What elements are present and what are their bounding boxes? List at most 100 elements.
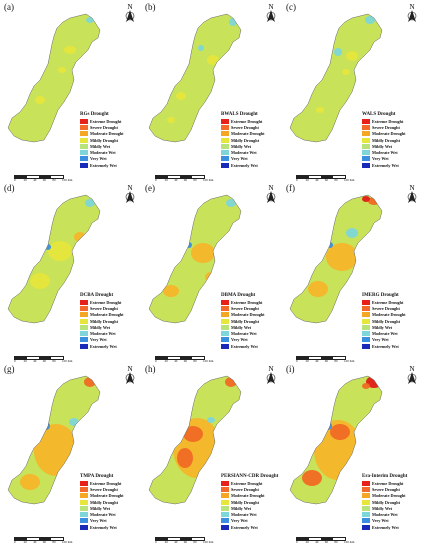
scale-tick-label: 0	[155, 540, 157, 544]
scale-tick-label: 80	[334, 359, 338, 363]
legend-swatch	[221, 312, 229, 318]
legend-swatch	[80, 124, 88, 130]
legend-item: Mildly Wet	[221, 143, 279, 149]
legend-swatch	[221, 143, 229, 149]
legend-label: Severe Drought	[90, 305, 118, 311]
scale-tick-label: 60	[324, 540, 328, 544]
legend-item: Moderate Wet	[362, 511, 420, 518]
legend-swatch	[362, 331, 370, 337]
scale-tick-label: 80	[193, 540, 197, 544]
legend-item: Extreme Drought	[221, 118, 279, 124]
scale-tick-label: 20	[23, 359, 27, 363]
index-patch-severe-drought	[302, 470, 322, 486]
legend-label: Very Wet	[90, 337, 107, 343]
index-patch-wet	[365, 16, 375, 24]
legend-item: Severe Drought	[221, 486, 279, 492]
legend-swatch	[362, 324, 370, 330]
legend-item: Mildly Drought	[362, 499, 420, 505]
scale-bar: 0 20 40 60 80 100 Km	[296, 175, 366, 183]
north-arrow-icon: N	[125, 365, 135, 384]
svg-text:N: N	[127, 184, 132, 192]
legend-label: Moderate Drought	[90, 131, 124, 137]
legend-label: Extremely Wet	[372, 343, 399, 349]
index-patch-wet	[85, 199, 95, 207]
legend-swatch	[362, 150, 370, 156]
legend-item: Very Wet	[362, 156, 420, 162]
scale-tick-label: 40	[33, 359, 37, 363]
scale-tick-label: 20	[23, 178, 27, 182]
scale-tick-label: 100 Km	[203, 540, 214, 544]
legend-label: Mildly Wet	[231, 143, 252, 149]
legend-label: Mildly Drought	[90, 137, 118, 143]
legend-label: Extreme Drought	[372, 118, 404, 124]
scale-tick-label: 80	[52, 540, 56, 544]
legend-item: Very Wet	[80, 337, 138, 343]
north-arrow-icon: N	[266, 184, 276, 203]
legend-swatch	[362, 162, 370, 168]
legend-label: Severe Drought	[231, 124, 259, 130]
legend-swatch	[80, 131, 88, 137]
legend-label: Extremely Wet	[90, 162, 117, 168]
legend-label: Mildly Wet	[90, 143, 111, 149]
legend-item: Extreme Drought	[221, 299, 279, 305]
country-border	[7, 375, 101, 505]
legend-title: RGs Drought	[80, 112, 109, 117]
pakistan-drought-map	[7, 194, 101, 324]
legend-swatch	[221, 305, 229, 311]
legend-item: Very Wet	[80, 156, 138, 162]
north-arrow-icon: N	[125, 3, 135, 22]
country-border	[289, 194, 383, 324]
scale-bar: 0 20 40 60 80 100 Km	[155, 175, 225, 183]
legend-label: Extreme Drought	[231, 299, 263, 305]
legend-item: Moderate Wet	[221, 330, 279, 337]
scale-tick-label: 20	[305, 178, 309, 182]
legend-item: Moderate Wet	[221, 511, 279, 518]
legend-swatch	[221, 331, 229, 337]
panel-label: (e)	[145, 183, 155, 193]
legend-label: Moderate Wet	[372, 150, 398, 156]
legend-item: Severe Drought	[221, 124, 279, 130]
legend-item: Moderate Wet	[80, 149, 138, 156]
map-panel: (c) N WALS Drought Extreme Drought Severe Dr…	[282, 0, 420, 183]
legend-item: Severe Drought	[362, 486, 420, 492]
legend-label: Moderate Wet	[372, 512, 398, 518]
legend-item: Extreme Drought	[80, 480, 138, 486]
legend-item: Mildly Drought	[80, 137, 138, 143]
panel-label: (b)	[145, 2, 156, 12]
index-patch-extreme-drought	[93, 377, 99, 383]
legend-swatch	[80, 343, 88, 349]
legend-item: Severe Drought	[80, 305, 138, 311]
legend-label: Mildly Drought	[372, 137, 400, 143]
panel-label: (f)	[286, 183, 295, 193]
index-patch-mild-drought	[207, 55, 219, 65]
scale-tick-label: 40	[174, 178, 178, 182]
legend-swatch	[221, 124, 229, 130]
pakistan-drought-map	[7, 375, 101, 505]
map-panel: (a) N RGs Drought Extreme Drought Severe Dro…	[0, 0, 138, 182]
legend-item: Very Wet	[221, 156, 279, 162]
scale-tick-label: 20	[305, 359, 309, 363]
legend-label: Severe Drought	[372, 124, 400, 130]
legend-swatch	[80, 156, 88, 162]
scale-tick-label: 80	[52, 178, 56, 182]
legend-title: TMPA Drought	[80, 474, 114, 479]
scale-tick-label: 20	[164, 178, 168, 182]
legend-label: Mildly Wet	[372, 143, 393, 149]
scale-bar: 0 20 40 60 80 100 Km	[296, 537, 366, 545]
index-patch-mild-drought	[316, 107, 324, 113]
scale-tick-label: 80	[52, 359, 56, 363]
legend-label: Very Wet	[231, 156, 248, 162]
legend-label: Moderate Drought	[231, 312, 265, 318]
legend-item: Moderate Wet	[362, 149, 420, 156]
index-patch-wet	[86, 17, 94, 23]
legend-item: Extremely Wet	[80, 343, 138, 349]
legend-item: Extreme Drought	[221, 480, 279, 486]
legend-item: Very Wet	[221, 337, 279, 343]
legend-label: Moderate Drought	[231, 493, 265, 499]
legend-swatch	[362, 312, 370, 318]
legend: RGs Drought Extreme Drought Severe Drought…	[80, 112, 138, 168]
legend-swatch	[362, 124, 370, 130]
country-border	[7, 13, 101, 143]
legend-item: Extreme Drought	[362, 299, 420, 305]
scale-tick-label: 80	[334, 178, 338, 182]
